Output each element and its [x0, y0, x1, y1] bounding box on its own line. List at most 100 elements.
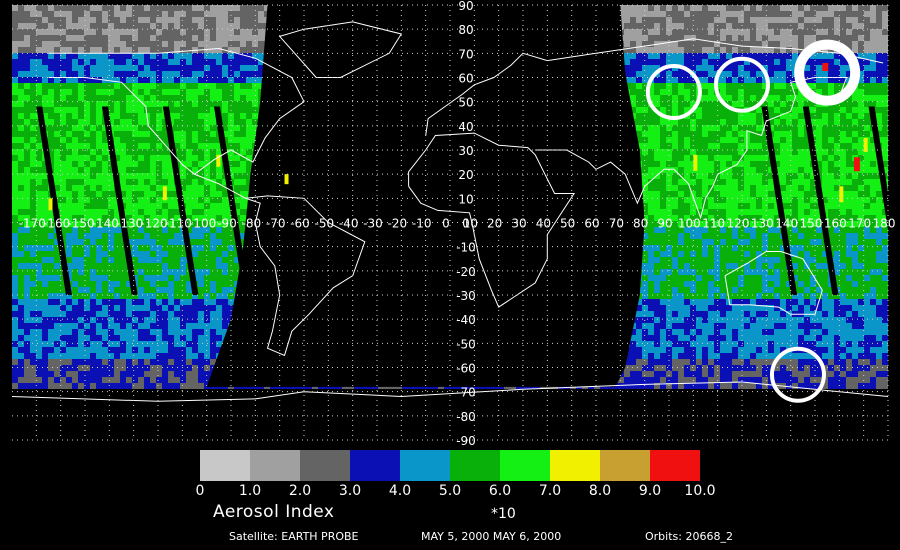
- hotspot-high: [853, 157, 860, 172]
- colorbar-tick-label: 2.0: [288, 483, 312, 499]
- colorbar-swatch: [650, 450, 700, 481]
- map-canvas: -170-160-150-140-130-120-110-100 -90 -80 -7…: [11, 0, 900, 448]
- highlight-circle: [794, 39, 861, 106]
- hotspot: [284, 174, 289, 185]
- lat-tick-label: 70: [458, 47, 473, 61]
- lon-tick-label: 150: [800, 217, 823, 231]
- coastline: [408, 132, 576, 308]
- lon-tick-label: -40: [339, 217, 359, 231]
- lon-tick-label: -60: [290, 217, 310, 231]
- lat-tick-label: 20: [458, 168, 473, 182]
- graticule: [12, 4, 889, 441]
- orbit-gap: [761, 106, 798, 295]
- orbits-label: Orbits: 20668_2: [645, 530, 733, 543]
- lon-tick-label: -160: [43, 217, 70, 231]
- lat-tick-label: 50: [458, 96, 473, 110]
- date-range-label: MAY 5, 2000 MAY 6, 2000: [421, 530, 562, 543]
- lon-tick-label: -150: [67, 217, 94, 231]
- coastline: [535, 77, 848, 220]
- hotspot: [693, 154, 698, 171]
- colorbar-tick-label: 7.0: [538, 483, 562, 499]
- lat-tick-label: 10: [458, 192, 473, 206]
- lat-tick-label: 90: [458, 0, 473, 13]
- legend-title: Aerosol Index: [213, 502, 335, 522]
- colorbar-swatch: [450, 450, 500, 481]
- lat-tick-label: -60: [456, 362, 476, 376]
- lon-tick-label: 0: [442, 217, 450, 231]
- orbit-gap: [102, 106, 138, 295]
- hotspot: [863, 137, 868, 152]
- colorbar-swatch: [500, 450, 550, 481]
- lon-tick-label: 30: [511, 217, 526, 231]
- colorbar-tick-label: 8.0: [588, 483, 612, 499]
- coastline: [425, 38, 884, 136]
- colorbar-tick-label: 6.0: [488, 483, 512, 499]
- hotspot: [839, 186, 844, 203]
- lon-tick-label: -110: [165, 217, 192, 231]
- lon-tick-label: 60: [584, 217, 599, 231]
- lat-tick-label: -20: [456, 265, 476, 279]
- lat-tick-label: -40: [456, 313, 476, 327]
- lon-tick-label: -70: [266, 217, 286, 231]
- lat-tick-label: -90: [456, 434, 476, 448]
- lon-tick-label: 50: [560, 217, 575, 231]
- colorbar-tick-label: 3.0: [338, 483, 362, 499]
- lon-tick-label: -10: [412, 217, 432, 231]
- lon-tick-label: -140: [92, 217, 119, 231]
- coastline: [48, 47, 366, 357]
- lon-tick-label: -50: [315, 217, 335, 231]
- lon-tick-label: 140: [775, 217, 798, 231]
- colorbar: [200, 450, 700, 481]
- lat-tick-label: 30: [458, 144, 473, 158]
- legend-multiplier: *10: [491, 506, 516, 522]
- colorbar-swatch: [350, 450, 400, 481]
- hotspot: [48, 198, 53, 211]
- colorbar-tick-label: 1.0: [238, 483, 262, 499]
- lat-tick-label: 40: [458, 120, 473, 134]
- orbit-gap: [868, 106, 900, 295]
- colorbar-swatch: [600, 450, 650, 481]
- lon-tick-label: 20: [487, 217, 502, 231]
- lat-tick-label: -30: [456, 289, 476, 303]
- colorbar-tick-label: 0: [195, 483, 205, 499]
- lat-tick-label: -80: [456, 410, 476, 424]
- lat-tick-label: 0: [462, 217, 470, 231]
- lon-tick-label: -20: [388, 217, 408, 231]
- lon-tick-label: 120: [727, 217, 750, 231]
- orbit-gap: [802, 106, 839, 295]
- orbit-gap: [162, 106, 199, 295]
- colorbar-tick-label: 10.0: [684, 483, 716, 499]
- satellite-label: Satellite: EARTH PROBE: [229, 530, 359, 543]
- highlight-circle: [714, 56, 770, 113]
- hotspot: [216, 154, 221, 167]
- colorbar-tick-label: 9.0: [638, 483, 662, 499]
- orbit-gap: [213, 106, 250, 295]
- lon-tick-label: -30: [363, 217, 383, 231]
- coastline: [724, 251, 823, 315]
- highlight-circle: [769, 346, 826, 403]
- colorbar-swatch: [550, 450, 600, 481]
- coastline: [48, 77, 195, 175]
- lat-tick-label: -10: [456, 241, 476, 255]
- lon-tick-label: 80: [633, 217, 648, 231]
- lon-tick-label: 40: [536, 217, 551, 231]
- lon-tick-label: -80: [242, 217, 262, 231]
- colorbar-swatch: [250, 450, 300, 481]
- highlight-circle: [645, 64, 702, 120]
- lon-tick-label: 10: [463, 217, 478, 231]
- lat-tick-label: -70: [456, 386, 476, 400]
- lon-tick-label: -90: [217, 217, 237, 231]
- lon-tick-label: 170: [848, 217, 871, 231]
- aerosol-map: -170 -160 -150 -140 -130 -120 -110 -100 -90 -80 -7…: [11, 0, 900, 448]
- hotspot-high: [822, 63, 829, 71]
- lon-tick-label: -130: [116, 217, 143, 231]
- colorbar-tick-label: 4.0: [388, 483, 412, 499]
- colorbar-swatch: [400, 450, 450, 481]
- lon-tick-label: -100: [189, 217, 216, 231]
- lon-tick-label: -170: [19, 217, 46, 231]
- orbit-gap: [36, 106, 72, 295]
- lat-tick-label: 60: [458, 72, 473, 86]
- lat-tick-label: -50: [456, 337, 476, 351]
- lon-tick-label: 90: [657, 217, 672, 231]
- colorbar-labels: 0 1.0 2.0 3.0 4.0 5.0 6.0 7.0 8.0 9.0 10.0: [0, 483, 900, 503]
